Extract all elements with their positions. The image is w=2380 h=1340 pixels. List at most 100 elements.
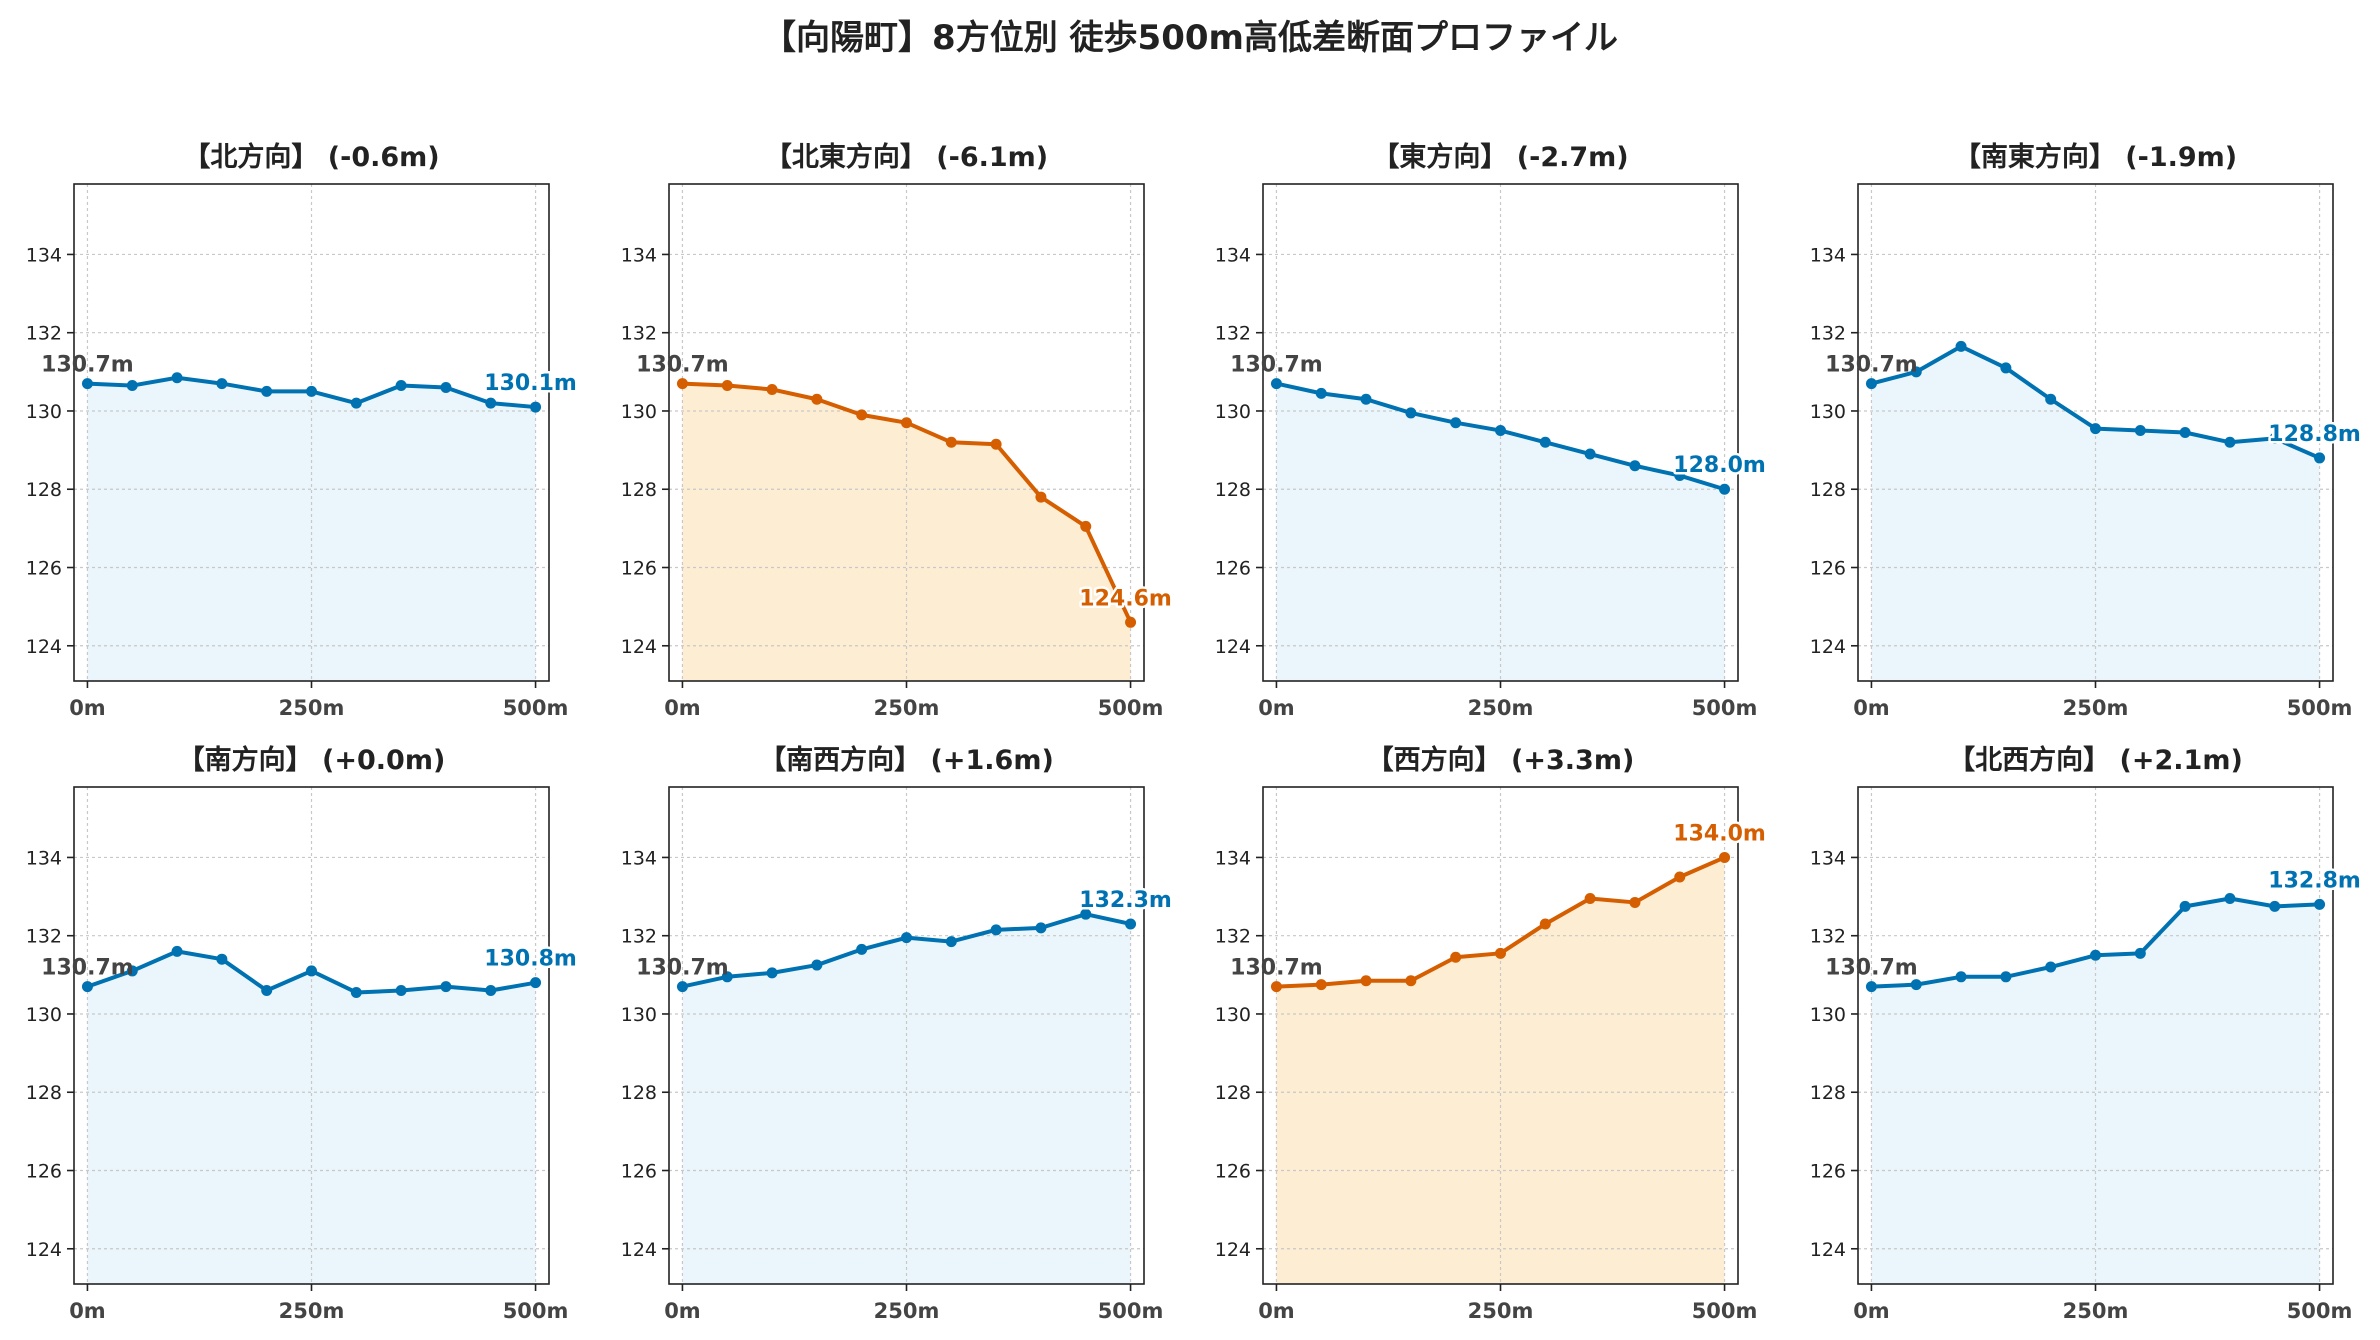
data-point	[2090, 949, 2101, 961]
panel-title: 【南方向】 (+0.0m)	[178, 744, 446, 776]
data-point	[901, 932, 912, 944]
y-tick-label: 128	[1215, 479, 1251, 501]
y-tick-label: 128	[621, 479, 657, 501]
y-tick-label: 134	[26, 847, 62, 869]
data-point	[306, 385, 317, 397]
profile-area	[1871, 898, 2320, 1284]
data-point	[856, 409, 868, 421]
start-value-label: 130.7m	[41, 353, 134, 378]
data-point	[1270, 378, 1282, 390]
x-tick-label: 0m	[69, 696, 106, 720]
y-tick-label: 128	[1215, 1082, 1251, 1104]
x-tick-label: 250m	[874, 696, 940, 720]
end-value-label: 130.8m	[484, 947, 577, 972]
start-value-label: 130.7m	[41, 956, 134, 981]
x-tick-label: 500m	[1098, 1299, 1164, 1323]
x-tick-label: 250m	[1468, 696, 1534, 720]
x-tick-label: 250m	[279, 696, 345, 720]
data-point	[261, 984, 273, 996]
data-point	[440, 981, 452, 993]
data-point	[171, 372, 183, 384]
y-tick-label: 134	[621, 847, 657, 869]
data-point	[1315, 387, 1327, 399]
data-point	[1125, 616, 1137, 628]
y-tick-label: 126	[26, 1161, 62, 1183]
figure-title: 【向陽町】8方位別 徒歩500m高低差断面プロファイル	[762, 18, 1618, 58]
data-point	[1080, 520, 1092, 532]
data-point	[306, 965, 317, 977]
y-tick-label: 132	[1215, 926, 1251, 948]
data-point	[216, 953, 228, 965]
x-tick-label: 500m	[1692, 1299, 1758, 1323]
y-tick-label: 126	[1215, 558, 1251, 580]
start-value-label: 130.7m	[636, 353, 729, 378]
y-tick-label: 124	[1215, 1239, 1251, 1261]
data-point	[1584, 448, 1596, 460]
chart-panel: 【北方向】 (-0.6m) 124 126 128 130 132 134 0m 250m 500…	[26, 141, 580, 720]
data-point	[1080, 908, 1092, 920]
data-point	[1674, 470, 1686, 482]
x-tick-label: 0m	[69, 1299, 106, 1323]
data-point	[1910, 979, 1922, 991]
data-point	[990, 438, 1002, 450]
data-point	[2314, 898, 2326, 910]
y-tick-label: 134	[1810, 244, 1846, 266]
start-value-label: 130.7m	[1230, 353, 1323, 378]
panel-title: 【南東方向】 (-1.9m)	[1954, 141, 2237, 173]
data-point	[1360, 975, 1372, 987]
y-tick-label: 130	[26, 401, 62, 423]
y-tick-label: 124	[621, 636, 657, 658]
data-point	[1629, 896, 1641, 908]
y-tick-label: 134	[1215, 244, 1251, 266]
y-tick-label: 130	[1215, 1004, 1251, 1026]
y-tick-label: 124	[26, 1239, 62, 1261]
data-point	[1270, 981, 1282, 993]
y-tick-label: 132	[1810, 926, 1846, 948]
data-point	[1955, 340, 1967, 352]
data-point	[1539, 436, 1551, 448]
y-tick-label: 128	[621, 1082, 657, 1104]
data-point	[901, 417, 912, 429]
data-point	[2134, 947, 2146, 959]
y-tick-label: 132	[26, 926, 62, 948]
y-tick-label: 124	[1810, 1239, 1846, 1261]
data-point	[350, 397, 362, 409]
data-point	[1495, 947, 1506, 959]
y-tick-label: 124	[1810, 636, 1846, 658]
chart-panel: 【南方向】 (+0.0m) 124 126 128 130 132 134 0m 250m 500…	[26, 744, 580, 1323]
data-point	[395, 380, 407, 392]
data-point	[676, 378, 688, 390]
data-point	[1405, 407, 1417, 419]
x-tick-label: 500m	[1098, 696, 1164, 720]
data-point	[1035, 922, 1047, 934]
data-point	[1719, 851, 1731, 863]
y-tick-label: 130	[1810, 401, 1846, 423]
profile-area	[1871, 346, 2320, 681]
x-tick-label: 0m	[1853, 1299, 1890, 1323]
x-tick-label: 250m	[279, 1299, 345, 1323]
x-tick-label: 0m	[1258, 1299, 1295, 1323]
start-value-label: 130.7m	[636, 956, 729, 981]
x-tick-label: 500m	[1692, 696, 1758, 720]
data-point	[1035, 491, 1047, 503]
data-point	[945, 436, 957, 448]
panel-title: 【南西方向】 (+1.6m)	[759, 744, 1054, 776]
data-point	[721, 380, 733, 392]
start-value-label: 130.7m	[1825, 353, 1918, 378]
x-tick-label: 0m	[1853, 696, 1890, 720]
data-point	[1865, 378, 1877, 390]
data-point	[126, 965, 138, 977]
x-tick-label: 500m	[503, 696, 569, 720]
data-point	[1955, 971, 1967, 983]
data-point	[2224, 436, 2236, 448]
x-tick-label: 0m	[664, 1299, 701, 1323]
y-tick-label: 128	[26, 1082, 62, 1104]
y-tick-label: 132	[1215, 323, 1251, 345]
data-point	[1674, 871, 1686, 883]
chart-panel: 【西方向】 (+3.3m) 124 126 128 130 132 134 0m 250m 500…	[1215, 744, 1769, 1323]
chart-panel: 【東方向】 (-2.7m) 124 126 128 130 132 134 0m 250m 500…	[1215, 141, 1769, 720]
data-point	[81, 981, 93, 993]
x-tick-label: 250m	[874, 1299, 940, 1323]
data-point	[1360, 393, 1372, 405]
